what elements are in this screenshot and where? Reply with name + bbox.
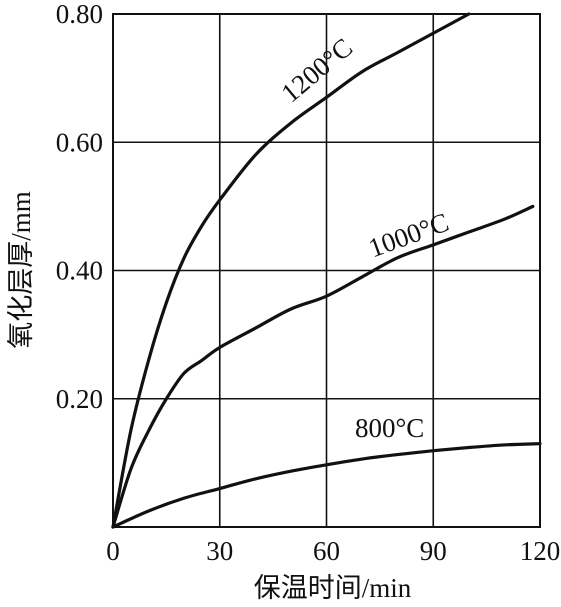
series-line-800c [111, 442, 542, 529]
x-tick-label: 120 [520, 536, 561, 566]
axis-layer: 0 30 60 90 120 0.20 0.40 0.60 0.80 保温时间/min 氧化层厚/m… [6, 0, 560, 603]
x-tick-label: 60 [313, 536, 340, 566]
series-label-800c: 800°C [355, 413, 424, 443]
series-line-1000c [111, 204, 535, 529]
y-axis-title: 氧化层厚/mm [6, 191, 36, 349]
plot-frame [112, 13, 541, 528]
y-tick-label: 0.80 [56, 0, 103, 29]
x-axis-title: 保温时间/min [254, 573, 412, 603]
grid-layer [113, 14, 540, 527]
x-tick-label: 90 [420, 536, 447, 566]
y-tick-label: 0.40 [56, 256, 103, 286]
series-label-1200c: 1200°C [275, 32, 358, 108]
y-tick-label: 0.20 [56, 384, 103, 414]
y-tick-label: 0.60 [56, 127, 103, 157]
x-tick-label: 0 [106, 536, 120, 566]
x-tick-label: 30 [206, 536, 233, 566]
series-line-1200c [111, 12, 471, 529]
series-layer [111, 12, 542, 529]
